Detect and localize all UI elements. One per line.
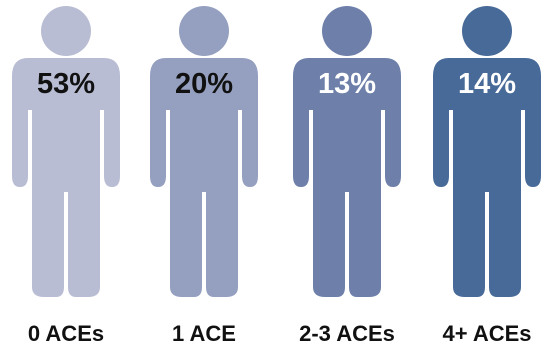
category-label: 4+ ACEs <box>442 321 531 346</box>
percentage-labels: 53% 20% 13% 14% <box>37 68 516 100</box>
category-label: 1 ACE <box>172 321 236 346</box>
person-icon <box>12 6 120 297</box>
person-icon <box>150 6 258 297</box>
person-icon <box>433 6 541 297</box>
person-head <box>322 6 372 56</box>
person-head <box>179 6 229 56</box>
person-icon <box>293 6 401 297</box>
category-label: 2-3 ACEs <box>299 321 395 346</box>
person-body <box>12 58 120 297</box>
category-labels: 0 ACEs 1 ACE 2-3 ACEs 4+ ACEs <box>28 321 532 346</box>
value-label: 53% <box>37 68 95 100</box>
person-body <box>293 58 401 297</box>
person-head <box>462 6 512 56</box>
person-figures <box>12 6 541 297</box>
value-label: 20% <box>175 68 233 100</box>
category-label: 0 ACEs <box>28 321 104 346</box>
person-body <box>433 58 541 297</box>
value-label: 14% <box>458 68 516 100</box>
person-body <box>150 58 258 297</box>
person-head <box>41 6 91 56</box>
value-label: 13% <box>318 68 376 100</box>
